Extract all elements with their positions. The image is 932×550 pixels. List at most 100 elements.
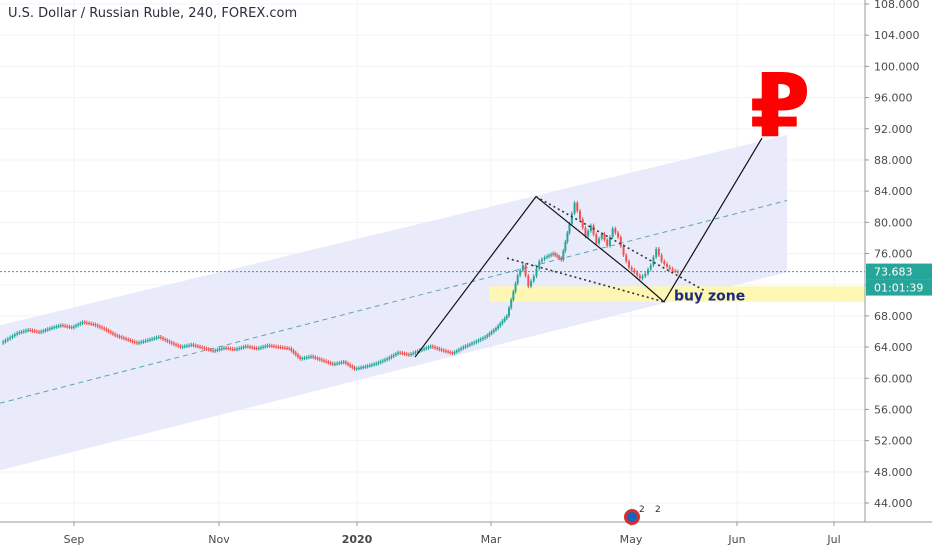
candle-body bbox=[381, 360, 384, 362]
candle-body bbox=[299, 356, 302, 359]
candle-body bbox=[388, 357, 391, 359]
candle-body bbox=[233, 349, 236, 351]
buy-zone-rect bbox=[489, 286, 865, 302]
y-tick-label: 60.000 bbox=[874, 372, 913, 385]
candle-body bbox=[423, 348, 426, 350]
candle-body bbox=[231, 348, 234, 350]
candle-body bbox=[570, 213, 573, 224]
candle-body bbox=[516, 275, 519, 284]
candle-body bbox=[473, 342, 476, 344]
candle-body bbox=[183, 346, 186, 348]
candle-body bbox=[101, 327, 104, 329]
candle-body bbox=[353, 367, 356, 369]
candle-body bbox=[153, 338, 156, 340]
candle-body bbox=[125, 338, 128, 340]
candle-body bbox=[383, 359, 386, 361]
candle-body bbox=[535, 268, 538, 277]
candle-body bbox=[175, 344, 178, 346]
candle-body bbox=[429, 346, 432, 348]
candle-body bbox=[497, 325, 500, 329]
candle-body bbox=[392, 355, 395, 357]
candle-body bbox=[168, 341, 171, 343]
candle-body bbox=[416, 351, 419, 353]
candle-body bbox=[151, 338, 154, 340]
candle-body bbox=[90, 323, 93, 325]
candle-body bbox=[657, 248, 660, 256]
channel-median-line bbox=[0, 199, 788, 404]
candle-body bbox=[59, 325, 62, 327]
candle-body bbox=[138, 342, 141, 344]
candle-body bbox=[85, 322, 88, 324]
candle-body bbox=[584, 227, 587, 237]
candle-body bbox=[342, 361, 345, 363]
candle-body bbox=[492, 330, 495, 332]
candle-body bbox=[558, 256, 561, 259]
y-tick-label: 108.000 bbox=[874, 0, 920, 11]
candle-body bbox=[236, 348, 239, 350]
candle-body bbox=[109, 331, 112, 333]
candle-body bbox=[412, 352, 415, 354]
candle-body bbox=[170, 342, 173, 344]
candle-body bbox=[259, 347, 262, 349]
candle-body bbox=[373, 364, 376, 366]
candle-body bbox=[368, 365, 371, 367]
candle-body bbox=[486, 335, 489, 337]
candle-body bbox=[540, 259, 543, 262]
candle-body bbox=[257, 347, 260, 349]
candle-body bbox=[527, 275, 530, 287]
candle-body bbox=[201, 347, 204, 349]
candle-body bbox=[72, 326, 75, 328]
candle-body bbox=[499, 323, 502, 326]
candle-body bbox=[457, 349, 460, 351]
y-tick-label: 80.000 bbox=[874, 216, 913, 229]
pattern-drawings bbox=[414, 137, 763, 358]
y-tick-label: 104.000 bbox=[874, 29, 920, 42]
candle-body bbox=[603, 234, 606, 240]
candle-body bbox=[668, 266, 671, 269]
candle-body bbox=[225, 347, 228, 349]
flag-icon-inner bbox=[627, 512, 637, 522]
x-tick-label: May bbox=[620, 533, 643, 546]
candle-body bbox=[27, 329, 30, 331]
candle-body bbox=[627, 261, 630, 268]
candle-body bbox=[576, 202, 579, 212]
candle-body bbox=[336, 363, 339, 365]
candle-body bbox=[442, 350, 445, 352]
candle-body bbox=[481, 338, 484, 340]
candle-body bbox=[140, 341, 143, 343]
candle-body bbox=[592, 225, 595, 235]
candle-body bbox=[641, 276, 644, 279]
candle-body bbox=[4, 340, 7, 342]
candle-body bbox=[229, 348, 232, 350]
candle-body bbox=[548, 255, 551, 257]
candle-body bbox=[179, 346, 182, 348]
candle-body bbox=[543, 257, 546, 260]
candle-body bbox=[532, 276, 535, 282]
candle-body bbox=[589, 225, 592, 231]
candle-body bbox=[288, 348, 291, 350]
ascending-channel bbox=[0, 134, 787, 471]
candle-body bbox=[203, 347, 206, 349]
candle-body bbox=[18, 332, 21, 334]
y-tick-label: 100.000 bbox=[874, 60, 920, 73]
candle-body bbox=[242, 346, 245, 348]
candle-body bbox=[312, 356, 315, 358]
candle-body bbox=[397, 352, 400, 354]
candle-body bbox=[98, 326, 101, 328]
y-tick-label: 64.000 bbox=[874, 341, 913, 354]
candle-body bbox=[185, 345, 188, 347]
y-tick-label: 68.000 bbox=[874, 310, 913, 323]
y-tick-label: 96.000 bbox=[874, 92, 913, 105]
candle-body bbox=[453, 352, 456, 354]
candle-body bbox=[530, 281, 533, 287]
candle-body bbox=[66, 326, 69, 328]
candle-body bbox=[74, 325, 77, 327]
candle-body bbox=[471, 343, 474, 345]
candle-body bbox=[460, 348, 463, 350]
candle-body bbox=[222, 347, 225, 349]
candle-body bbox=[44, 329, 47, 331]
candle-body bbox=[273, 346, 275, 348]
candle-body bbox=[490, 331, 493, 334]
